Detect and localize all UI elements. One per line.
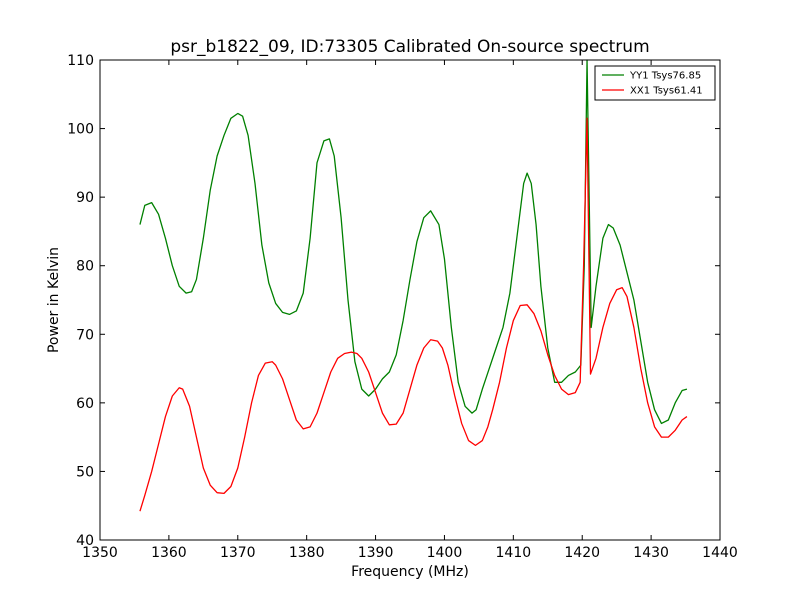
- legend-label-yy1: YY1 Tsys76.85: [629, 71, 701, 82]
- y-tick-label-6: 100: [67, 122, 94, 138]
- x-axis-ticks: 1350 1360 1370 1380 1390 1400 1410 1420 1430 1440: [82, 60, 738, 561]
- y-tick-label-1: 50: [76, 464, 94, 480]
- y-tick-label-5: 90: [76, 190, 94, 206]
- x-tick-label-3: 1380: [289, 545, 325, 561]
- y-tick-label-4: 80: [76, 259, 94, 275]
- y-tick-label-3: 70: [76, 327, 94, 343]
- y-tick-label-7: 110: [67, 53, 94, 69]
- x-tick-label-5: 1400: [427, 545, 463, 561]
- plot-area-frame: [99, 59, 721, 541]
- x-tick-label-0: 1350: [82, 545, 118, 561]
- y-axis-ticks: 40 50 60 70 80 90 100 110: [67, 53, 720, 549]
- legend-label-xx1: XX1 Tsys61.41: [630, 86, 703, 97]
- series-line-0: [139, 59, 688, 425]
- y-tick-label-0: 40: [76, 533, 94, 549]
- legend-box: [594, 65, 716, 101]
- x-tick-label-6: 1410: [496, 545, 532, 561]
- x-axis-label: Frequency (MHz): [351, 564, 469, 580]
- x-tick-label-9: 1440: [702, 545, 738, 561]
- x-tick-label-2: 1370: [220, 545, 256, 561]
- x-tick-label-7: 1420: [564, 545, 600, 561]
- x-tick-label-4: 1390: [358, 545, 394, 561]
- legend: YY1 Tsys76.85 XX1 Tsys61.41: [594, 65, 716, 101]
- chart-title: psr_b1822_09, ID:73305 Calibrated On-sou…: [170, 37, 649, 57]
- series-line-1: [139, 117, 688, 512]
- y-axis-label: Power in Kelvin: [46, 247, 62, 353]
- x-tick-label-8: 1430: [633, 545, 669, 561]
- plot-lines: [139, 59, 688, 512]
- x-tick-label-1: 1360: [151, 545, 187, 561]
- y-tick-label-2: 60: [76, 396, 94, 412]
